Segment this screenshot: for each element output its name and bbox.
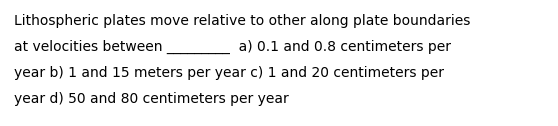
Text: year d) 50 and 80 centimeters per year: year d) 50 and 80 centimeters per year [14,92,288,106]
Text: at velocities between _________  a) 0.1 and 0.8 centimeters per: at velocities between _________ a) 0.1 a… [14,40,451,54]
Text: year b) 1 and 15 meters per year c) 1 and 20 centimeters per: year b) 1 and 15 meters per year c) 1 an… [14,66,444,80]
Text: Lithospheric plates move relative to other along plate boundaries: Lithospheric plates move relative to oth… [14,14,470,28]
